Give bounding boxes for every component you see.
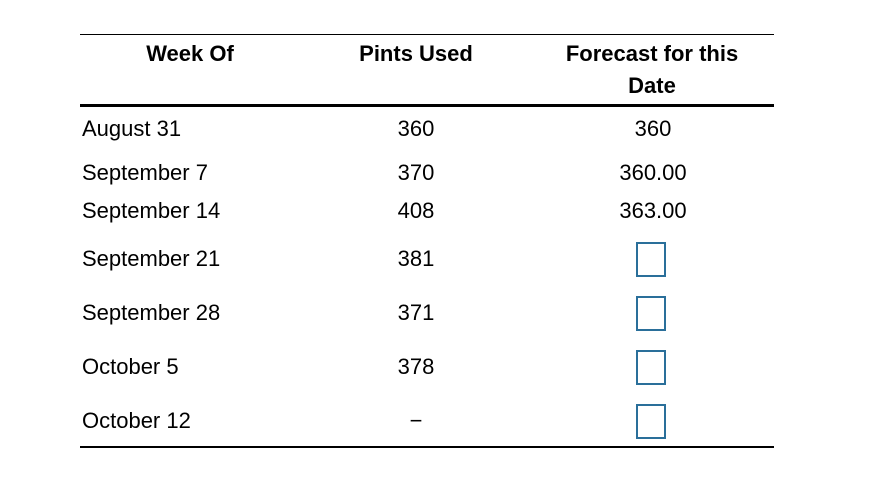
- forecast-answer-input[interactable]: [636, 296, 666, 331]
- week-cell: October 5: [82, 354, 179, 379]
- pints-cell: 371: [397, 300, 435, 325]
- header-pints-used: Pints Used: [359, 41, 473, 66]
- table-bottom-rule: [80, 446, 774, 448]
- pints-cell: 408: [397, 198, 435, 223]
- week-cell: October 12: [82, 408, 191, 433]
- week-cell: September 21: [82, 246, 221, 271]
- forecast-cell: 360: [634, 116, 672, 141]
- pints-cell: 370: [397, 160, 435, 185]
- forecast-cell: 363.00: [619, 198, 687, 223]
- week-cell: September 28: [82, 300, 221, 325]
- pints-cell: 381: [397, 246, 435, 271]
- pints-cell: −: [409, 408, 423, 433]
- pints-cell: 378: [397, 354, 435, 379]
- header-forecast-line2: Date: [628, 73, 676, 98]
- header-forecast-line1: Forecast for this: [565, 41, 739, 66]
- forecast-cell: 360.00: [619, 160, 687, 185]
- week-cell: September 7: [82, 160, 208, 185]
- forecast-answer-input[interactable]: [636, 404, 666, 439]
- forecast-answer-input[interactable]: [636, 242, 666, 277]
- header-separator-rule: [80, 104, 774, 107]
- table-top-rule: [80, 34, 774, 35]
- week-cell: August 31: [82, 116, 182, 141]
- header-week-of: Week Of: [146, 41, 234, 66]
- forecast-answer-input[interactable]: [636, 350, 666, 385]
- header-forecast: Forecast for this Date: [530, 38, 774, 102]
- pints-cell: 360: [397, 116, 435, 141]
- week-cell: September 14: [82, 198, 221, 223]
